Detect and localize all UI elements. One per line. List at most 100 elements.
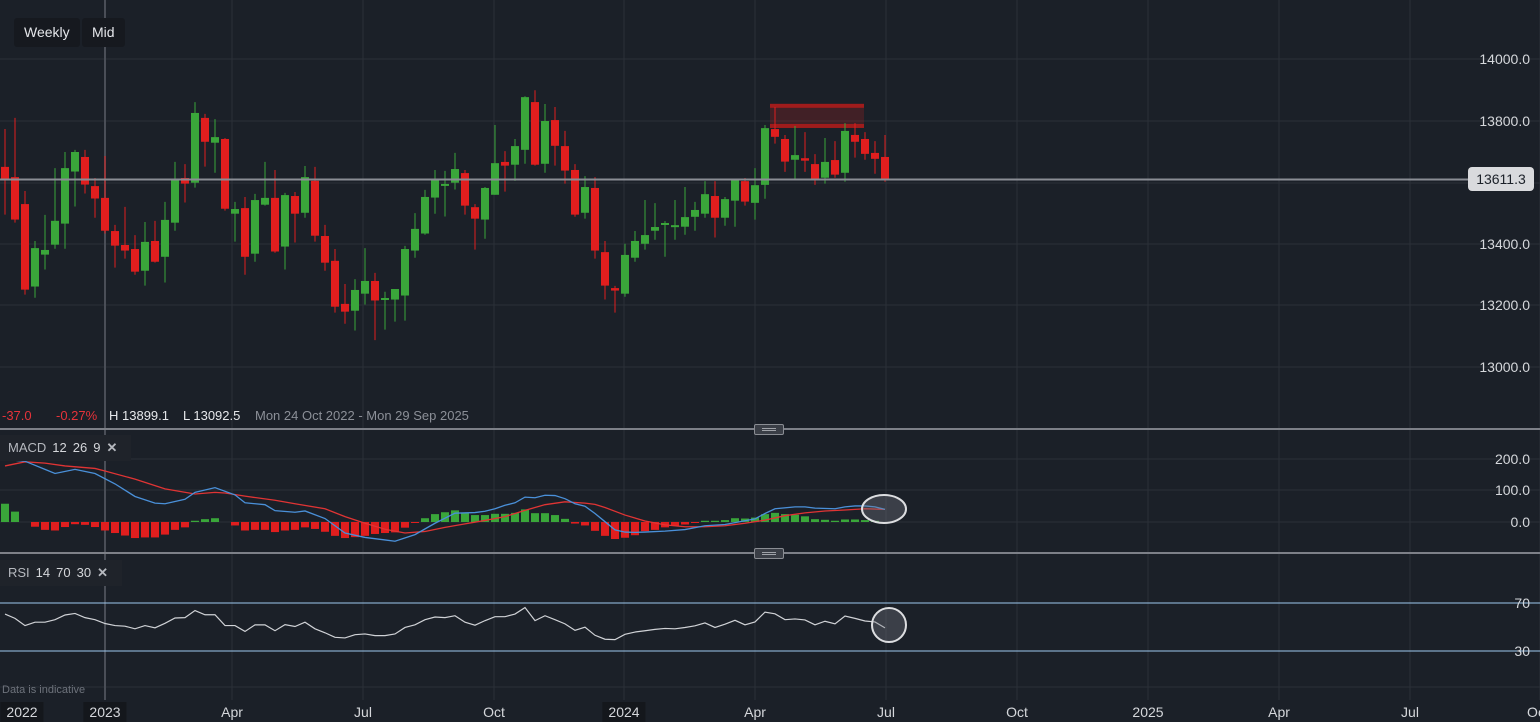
candle-down[interactable] [311, 166, 319, 242]
candle-up[interactable] [411, 213, 419, 258]
candle-down[interactable] [861, 132, 869, 160]
candle-up[interactable] [581, 176, 589, 219]
candle-down[interactable] [321, 224, 329, 271]
candle-down[interactable] [21, 191, 29, 295]
candle-down[interactable] [291, 191, 299, 243]
candle-up[interactable] [701, 181, 709, 218]
candle-up[interactable] [191, 102, 199, 188]
candle-up[interactable] [631, 231, 639, 262]
candle-down[interactable] [101, 156, 109, 234]
candle-up[interactable] [511, 138, 519, 181]
candle-up[interactable] [421, 189, 429, 235]
candle-up[interactable] [651, 203, 659, 240]
price-panel[interactable] [0, 90, 1468, 341]
candle-up[interactable] [451, 152, 459, 190]
candle-down[interactable] [551, 107, 559, 166]
candle-down[interactable] [241, 196, 249, 275]
candle-up[interactable] [481, 187, 489, 239]
candle-down[interactable] [781, 134, 789, 172]
candle-down[interactable] [11, 117, 19, 223]
candle-up[interactable] [821, 138, 829, 184]
candle-up[interactable] [791, 125, 799, 179]
rsi-legend[interactable]: RSI 14 70 30 ✕ [0, 560, 122, 586]
candle-down[interactable] [881, 134, 889, 182]
candle-up[interactable] [691, 201, 699, 231]
candle-up[interactable] [661, 221, 669, 257]
candle-up[interactable] [441, 170, 449, 217]
candle-up[interactable] [671, 200, 679, 240]
candle-down[interactable] [471, 204, 479, 250]
candle-down[interactable] [851, 123, 859, 158]
macd-panel[interactable] [1, 458, 907, 542]
candle-down[interactable] [561, 130, 569, 184]
candle-down[interactable] [831, 141, 839, 178]
candle-up[interactable] [721, 196, 729, 226]
candle-down[interactable] [801, 132, 809, 172]
candle-up[interactable] [161, 201, 169, 283]
candle-up[interactable] [731, 178, 739, 227]
candle-down[interactable] [571, 164, 579, 217]
candle-up[interactable] [391, 289, 399, 322]
close-icon[interactable]: ✕ [106, 440, 118, 455]
candle-up[interactable] [251, 193, 259, 262]
candle-up[interactable] [31, 240, 39, 298]
candle-down[interactable] [531, 90, 539, 166]
candle-down[interactable] [341, 284, 349, 324]
candle-down[interactable] [331, 249, 339, 313]
candle-down[interactable] [81, 149, 89, 194]
candle-down[interactable] [711, 181, 719, 238]
candle-up[interactable] [71, 149, 79, 207]
panel-resize-handle[interactable] [754, 548, 784, 559]
candle-up[interactable] [41, 214, 49, 270]
candle-up[interactable] [231, 201, 239, 242]
rsi-panel[interactable] [0, 602, 1540, 652]
candle-down[interactable] [601, 240, 609, 300]
candle-down[interactable] [871, 141, 879, 174]
candle-up[interactable] [841, 123, 849, 182]
candle-up[interactable] [351, 279, 359, 331]
candle-up[interactable] [751, 168, 759, 220]
close-icon[interactable]: ✕ [97, 565, 108, 580]
candle-up[interactable] [621, 243, 629, 297]
candle-up[interactable] [51, 168, 59, 249]
candle-up[interactable] [381, 291, 389, 330]
candle-up[interactable] [491, 125, 499, 195]
candle-down[interactable] [151, 220, 159, 263]
candle-up[interactable] [301, 165, 309, 218]
candle-up[interactable] [61, 152, 69, 249]
candle-down[interactable] [371, 272, 379, 341]
candle-down[interactable] [221, 138, 229, 211]
candle-up[interactable] [261, 161, 269, 206]
candle-down[interactable] [181, 164, 189, 203]
candle-down[interactable] [771, 107, 779, 144]
candle-down[interactable] [461, 169, 469, 215]
candle-down[interactable] [131, 235, 139, 275]
price-type-button[interactable]: Mid [82, 18, 125, 47]
candle-down[interactable] [741, 178, 749, 206]
candle-up[interactable] [211, 119, 219, 173]
resistance-zone[interactable] [770, 105, 864, 126]
candle-down[interactable] [91, 178, 99, 218]
candle-up[interactable] [431, 169, 439, 214]
macd-legend[interactable]: MACD 12 26 9 ✕ [0, 435, 132, 461]
candle-down[interactable] [1, 129, 9, 215]
candle-down[interactable] [611, 285, 619, 313]
candle-up[interactable] [681, 187, 689, 235]
candle-up[interactable] [281, 192, 289, 270]
candle-down[interactable] [501, 151, 509, 192]
candle-down[interactable] [271, 169, 279, 253]
panel-resize-handle[interactable] [754, 424, 784, 435]
candle-down[interactable] [121, 206, 129, 259]
candle-up[interactable] [141, 222, 149, 286]
candle-up[interactable] [361, 248, 369, 305]
interval-button[interactable]: Weekly [14, 18, 80, 47]
candle-up[interactable] [541, 103, 549, 173]
candle-up[interactable] [521, 96, 529, 164]
candle-up[interactable] [641, 200, 649, 250]
candle-up[interactable] [171, 161, 179, 231]
candle-up[interactable] [401, 245, 409, 321]
candle-down[interactable] [111, 224, 119, 268]
candle-down[interactable] [591, 177, 599, 259]
candle-up[interactable] [761, 125, 769, 199]
